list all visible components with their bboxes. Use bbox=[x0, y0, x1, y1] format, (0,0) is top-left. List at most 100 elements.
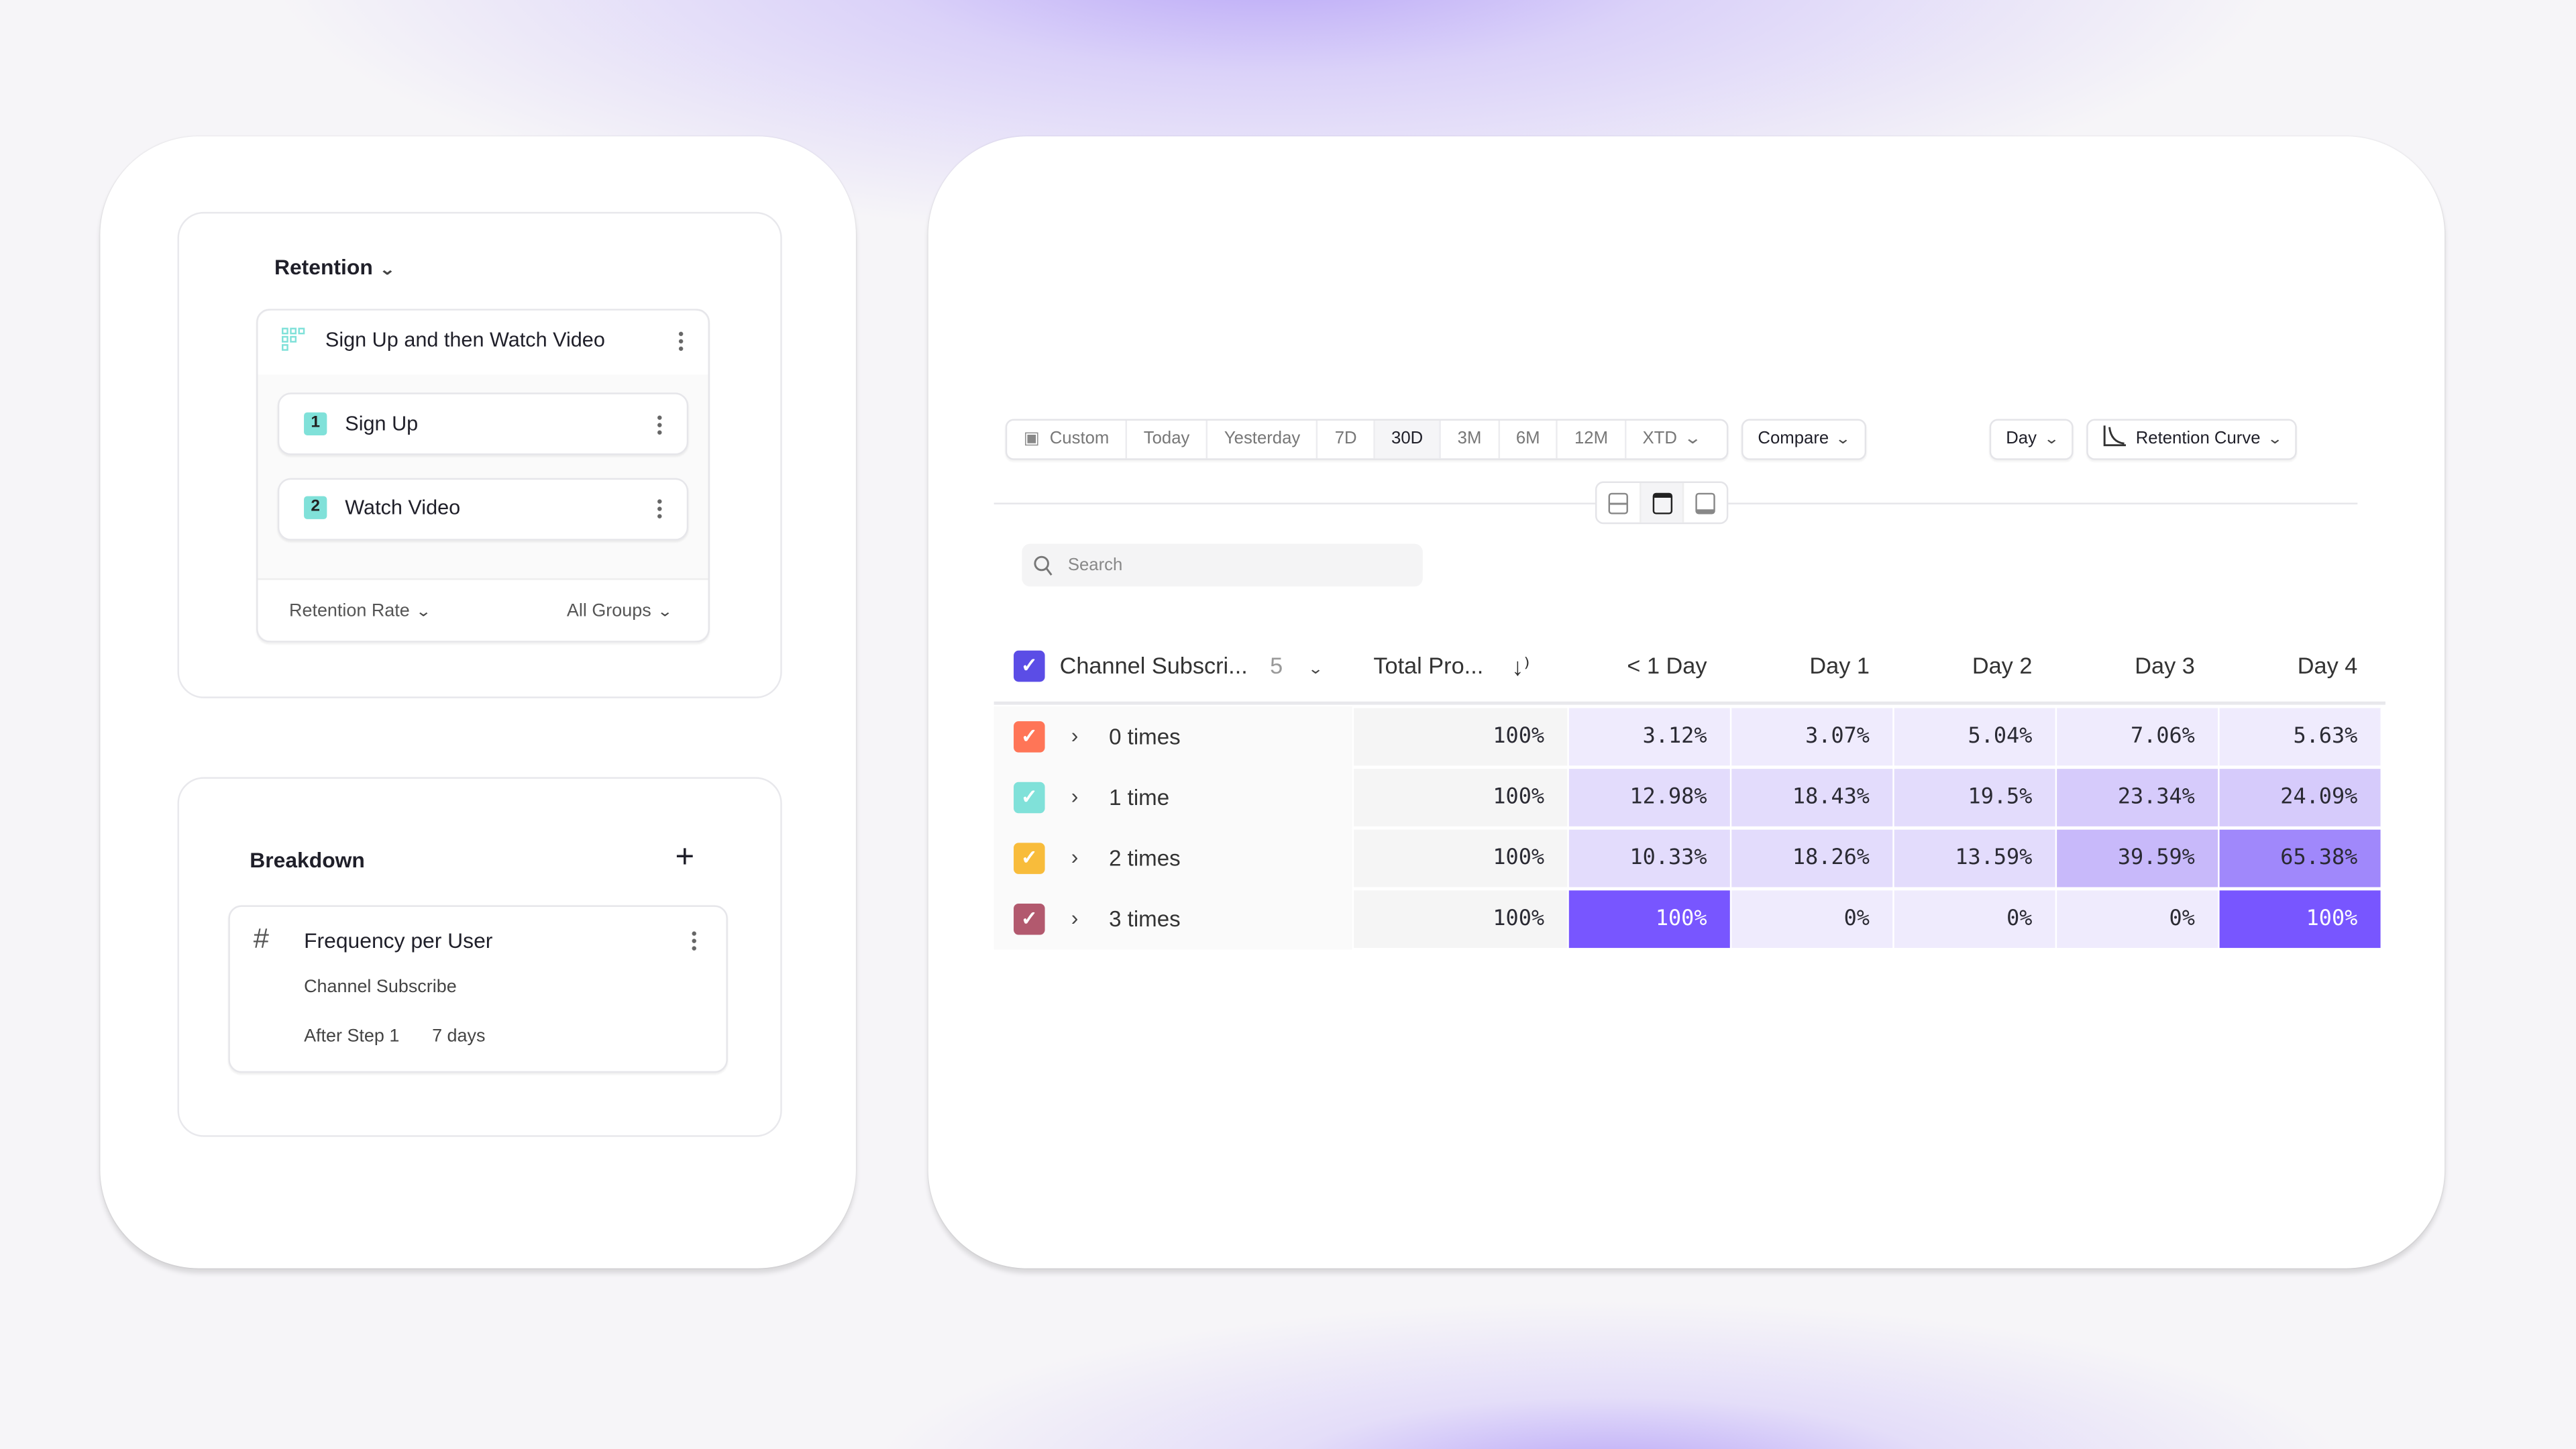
table-row: ✓ › 1 time 100% 12.98% 18.43% 19.5% 23.34% 24… bbox=[994, 767, 2385, 828]
row-checkbox[interactable]: ✓ bbox=[1014, 843, 1045, 874]
total-cell: 100% bbox=[1353, 829, 1568, 888]
step-1[interactable] bbox=[277, 392, 689, 455]
search-input[interactable]: Search bbox=[1022, 543, 1423, 587]
chevron-down-icon: ⌄ bbox=[2266, 430, 2284, 447]
groups-dropdown[interactable]: All Groups ⌄ bbox=[566, 601, 674, 621]
metric-menu-icon[interactable] bbox=[678, 330, 684, 352]
retention-cell[interactable]: 12.98% bbox=[1568, 769, 1730, 826]
retention-cell[interactable]: 7.06% bbox=[2057, 708, 2218, 766]
search-icon bbox=[1034, 555, 1053, 576]
row-label-cell bbox=[994, 888, 1352, 950]
calendar-icon: ▣ bbox=[1023, 429, 1040, 449]
step-number-badge: 2 bbox=[304, 496, 327, 519]
layout-chart-icon bbox=[1652, 492, 1672, 514]
report-type-label: Retention bbox=[274, 254, 373, 280]
expand-chevron-icon[interactable]: › bbox=[1071, 722, 1079, 748]
row-label: 0 times bbox=[1109, 724, 1181, 749]
retention-cell[interactable]: 19.5% bbox=[1894, 769, 2055, 826]
metric-title[interactable]: Sign Up and then Watch Video bbox=[325, 328, 605, 352]
expand-chevron-icon[interactable]: › bbox=[1071, 905, 1079, 930]
retention-cell[interactable]: 10.33% bbox=[1568, 829, 1730, 888]
breakdown-event: Channel Subscribe bbox=[304, 977, 457, 998]
retention-cell[interactable]: 0% bbox=[2057, 890, 2218, 949]
date-range-label: Custom bbox=[1049, 429, 1110, 449]
group-chevron-icon[interactable]: ⌄ bbox=[1307, 660, 1324, 677]
chart-type-dropdown[interactable]: Retention Curve ⌄ bbox=[2086, 419, 2298, 460]
retention-cell[interactable]: 24.09% bbox=[2219, 769, 2381, 826]
retention-cell[interactable]: 18.26% bbox=[1731, 829, 1893, 888]
metric-header[interactable] bbox=[258, 310, 708, 375]
step-menu-icon[interactable] bbox=[657, 414, 662, 435]
expand-chevron-icon[interactable]: › bbox=[1071, 844, 1079, 869]
retention-cell[interactable]: 39.59% bbox=[2057, 829, 2218, 888]
layout-split-button[interactable] bbox=[1597, 483, 1639, 523]
day-column-header[interactable]: Day 3 bbox=[2135, 652, 2195, 679]
date-range-xtd[interactable]: XTD ⌄ bbox=[1626, 421, 1716, 458]
row-label: 2 times bbox=[1109, 846, 1181, 871]
day-column-header[interactable]: Day 4 bbox=[2297, 652, 2358, 679]
table-row: ✓ › 3 times 100% 100% 0% 0% 0% 100% bbox=[994, 888, 2385, 950]
retention-cell[interactable]: 100% bbox=[2219, 890, 2381, 949]
retention-cell[interactable]: 5.63% bbox=[2219, 708, 2381, 766]
retention-cell[interactable]: 0% bbox=[1731, 890, 1893, 949]
table-row: ✓ › 2 times 100% 10.33% 18.26% 13.59% 39.59%… bbox=[994, 828, 2385, 889]
expand-chevron-icon[interactable]: › bbox=[1071, 784, 1079, 808]
step-number-badge: 1 bbox=[304, 412, 327, 435]
date-range-today[interactable]: Today bbox=[1127, 420, 1208, 459]
date-range-custom[interactable]: ▣ Custom bbox=[1007, 420, 1128, 459]
day-column-header[interactable]: < 1 Day bbox=[1627, 652, 1707, 679]
step-label: Watch Video bbox=[345, 496, 461, 519]
total-column-header[interactable]: Total Pro... bbox=[1373, 652, 1484, 679]
groups-label: All Groups bbox=[566, 601, 651, 621]
retention-cell[interactable]: 100% bbox=[1568, 890, 1730, 949]
day-column-header[interactable]: Day 1 bbox=[1809, 652, 1870, 679]
date-range-yesterday[interactable]: Yesterday bbox=[1208, 420, 1319, 459]
sort-descending-icon[interactable]: ↓⁾ bbox=[1511, 653, 1530, 682]
step-menu-icon[interactable] bbox=[657, 498, 662, 519]
report-type-dropdown[interactable]: Retention ⌄ bbox=[274, 254, 396, 280]
layout-chart-button[interactable] bbox=[1639, 483, 1685, 523]
group-column-header[interactable]: Channel Subscri... bbox=[1059, 652, 1248, 679]
retention-curve-icon bbox=[2103, 425, 2127, 447]
retention-cell[interactable]: 23.34% bbox=[2057, 769, 2218, 826]
row-checkbox[interactable]: ✓ bbox=[1014, 903, 1045, 935]
interval-dropdown[interactable]: Day ⌄ bbox=[1989, 419, 2074, 460]
date-range-30d[interactable]: 30D bbox=[1375, 420, 1442, 459]
add-breakdown-icon[interactable]: + bbox=[675, 839, 695, 876]
retention-cell[interactable]: 18.43% bbox=[1731, 769, 1893, 826]
select-all-checkbox[interactable]: ✓ bbox=[1014, 650, 1045, 682]
breakdown-item[interactable] bbox=[228, 905, 728, 1073]
layout-toggle bbox=[1595, 481, 1729, 525]
funnel-steps-icon bbox=[282, 327, 305, 351]
day-column-header[interactable]: Day 2 bbox=[1972, 652, 2033, 679]
retention-cell[interactable]: 13.59% bbox=[1894, 829, 2055, 888]
chevron-down-icon: ⌄ bbox=[1682, 429, 1702, 449]
date-range-3m[interactable]: 3M bbox=[1441, 420, 1500, 459]
chevron-down-icon: ⌄ bbox=[1835, 430, 1851, 447]
row-label-cell bbox=[994, 828, 1352, 889]
retention-cell[interactable]: 3.12% bbox=[1568, 708, 1730, 766]
retention-cell[interactable]: 5.04% bbox=[1894, 708, 2055, 766]
measure-dropdown[interactable]: Retention Rate ⌄ bbox=[289, 602, 433, 621]
compare-button[interactable]: Compare ⌄ bbox=[1741, 419, 1866, 460]
date-range-7d[interactable]: 7D bbox=[1318, 420, 1375, 459]
row-checkbox[interactable]: ✓ bbox=[1014, 782, 1045, 814]
chevron-down-icon: ⌄ bbox=[379, 261, 396, 278]
retention-cell[interactable]: 0% bbox=[1894, 890, 2055, 949]
row-checkbox[interactable]: ✓ bbox=[1014, 721, 1045, 753]
breakdown-menu-icon[interactable] bbox=[692, 930, 697, 951]
row-label: 3 times bbox=[1109, 906, 1181, 932]
layout-table-button[interactable] bbox=[1684, 483, 1727, 523]
date-range-12m[interactable]: 12M bbox=[1558, 420, 1626, 459]
retention-cell[interactable]: 3.07% bbox=[1731, 708, 1893, 766]
retention-cell[interactable]: 65.38% bbox=[2219, 829, 2381, 888]
date-range-6m[interactable]: 6M bbox=[1499, 420, 1558, 459]
step-label: Sign Up bbox=[345, 412, 419, 435]
group-count: 5 bbox=[1270, 652, 1283, 679]
hash-icon: # bbox=[253, 923, 269, 955]
step-2[interactable] bbox=[277, 478, 689, 541]
row-label-cell bbox=[994, 706, 1352, 767]
search-placeholder: Search bbox=[1067, 555, 1123, 576]
chart-type-label: Retention Curve bbox=[2135, 429, 2261, 449]
chevron-down-icon: ⌄ bbox=[416, 602, 433, 620]
